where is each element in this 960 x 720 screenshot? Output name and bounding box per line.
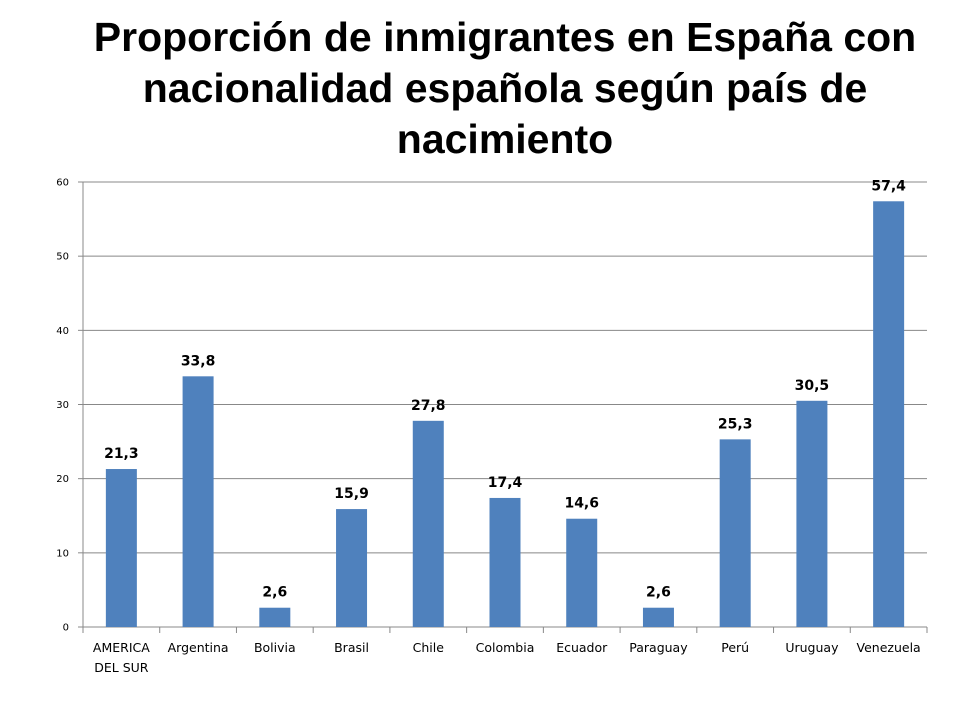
y-tick-label: 20 xyxy=(56,474,69,485)
data-label: 33,8 xyxy=(181,353,216,369)
x-tick-label: Perú xyxy=(721,640,749,655)
y-tick-label: 50 xyxy=(56,252,69,263)
data-label: 27,8 xyxy=(411,398,446,414)
y-tick-label: 60 xyxy=(56,178,69,189)
x-tick-label: Argentina xyxy=(168,640,229,655)
y-tick-label: 10 xyxy=(56,548,69,559)
y-tick-label: 0 xyxy=(63,623,69,634)
x-tick-label: Chile xyxy=(413,640,445,655)
data-label: 2,6 xyxy=(646,585,671,601)
x-tick-label: Ecuador xyxy=(556,640,608,655)
x-tick-label: Venezuela xyxy=(857,640,921,655)
bar xyxy=(796,400,828,627)
y-tick-label: 40 xyxy=(56,326,69,337)
y-tick-label: 30 xyxy=(56,400,69,411)
data-label: 25,3 xyxy=(718,416,753,432)
bar xyxy=(719,439,751,627)
data-label: 14,6 xyxy=(564,496,599,512)
x-tick-label: Brasil xyxy=(334,640,369,655)
bar xyxy=(105,469,137,627)
data-label: 30,5 xyxy=(795,378,830,394)
chart-title-line-1: Proporción de inmigrantes en España con xyxy=(93,14,917,60)
chart-title-line-2: nacionalidad española según país de xyxy=(142,65,868,111)
bar xyxy=(489,497,521,627)
chart-title: Proporción de inmigrantes en España con … xyxy=(0,12,960,165)
bar xyxy=(336,509,368,627)
data-label: 15,9 xyxy=(334,486,369,502)
data-label: 2,6 xyxy=(262,585,287,601)
bar xyxy=(566,518,598,627)
bar xyxy=(182,376,214,627)
x-tick-label: Bolivia xyxy=(254,640,296,655)
data-label: 21,3 xyxy=(104,446,139,462)
bar xyxy=(412,420,444,627)
chart-title-line-3: nacimiento xyxy=(396,116,614,162)
data-label: 57,4 xyxy=(871,178,906,194)
bar xyxy=(259,607,291,627)
bar xyxy=(642,607,674,627)
data-label: 17,4 xyxy=(488,475,523,491)
x-tick-label: Paraguay xyxy=(629,640,688,655)
bar xyxy=(873,201,905,628)
x-tick-label: DEL SUR xyxy=(94,660,149,675)
x-tick-label: AMERICA xyxy=(93,640,150,655)
x-tick-label: Uruguay xyxy=(785,640,839,655)
x-tick-label: Colombia xyxy=(476,640,535,655)
